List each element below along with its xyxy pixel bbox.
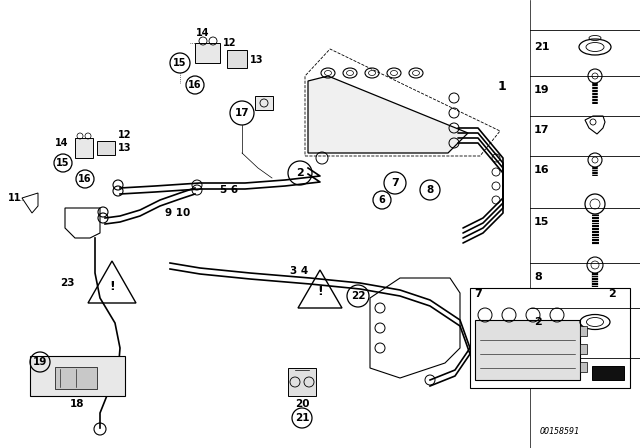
Text: 15: 15 (534, 217, 549, 227)
FancyBboxPatch shape (470, 288, 630, 388)
FancyBboxPatch shape (227, 50, 247, 68)
Text: 11: 11 (8, 193, 22, 203)
Text: 14: 14 (196, 28, 210, 38)
Text: 16: 16 (188, 80, 202, 90)
Text: 8: 8 (534, 272, 541, 282)
Text: 17: 17 (235, 108, 250, 118)
FancyBboxPatch shape (580, 344, 587, 354)
Polygon shape (308, 76, 468, 153)
Text: 23: 23 (60, 278, 74, 288)
Text: 14: 14 (55, 138, 68, 148)
Text: 13: 13 (250, 55, 264, 65)
FancyBboxPatch shape (580, 326, 587, 336)
Text: 19: 19 (534, 85, 550, 95)
Text: 7: 7 (391, 178, 399, 188)
FancyBboxPatch shape (30, 356, 125, 396)
Text: !: ! (317, 285, 323, 298)
Text: 2: 2 (608, 289, 616, 299)
FancyBboxPatch shape (75, 138, 93, 158)
Text: 8: 8 (426, 185, 434, 195)
Text: 18: 18 (70, 399, 84, 409)
Text: 21: 21 (295, 413, 309, 423)
FancyBboxPatch shape (592, 366, 624, 380)
Text: 3 4: 3 4 (290, 266, 308, 276)
Text: 15: 15 (56, 158, 70, 168)
FancyBboxPatch shape (255, 96, 273, 110)
Text: 19: 19 (33, 357, 47, 367)
Text: 6: 6 (379, 195, 385, 205)
Text: OO158591: OO158591 (540, 427, 580, 436)
Text: 9 10: 9 10 (165, 208, 190, 218)
Text: 16: 16 (78, 174, 92, 184)
Text: 22: 22 (351, 291, 365, 301)
FancyBboxPatch shape (580, 362, 587, 372)
FancyBboxPatch shape (195, 43, 220, 63)
FancyBboxPatch shape (55, 367, 97, 389)
Text: 13: 13 (118, 143, 131, 153)
Text: 5 6: 5 6 (220, 185, 238, 195)
Text: !: ! (109, 280, 115, 293)
Text: 17: 17 (534, 125, 550, 135)
FancyBboxPatch shape (288, 368, 316, 396)
Text: 7: 7 (474, 289, 482, 299)
FancyBboxPatch shape (475, 320, 580, 380)
Text: 1: 1 (498, 79, 507, 92)
Text: 16: 16 (534, 165, 550, 175)
Text: 20: 20 (295, 399, 309, 409)
Text: 21: 21 (534, 42, 550, 52)
Text: 2: 2 (296, 168, 304, 178)
FancyBboxPatch shape (97, 141, 115, 155)
Text: 12: 12 (223, 38, 237, 48)
Text: 12: 12 (118, 130, 131, 140)
Text: 2: 2 (534, 317, 541, 327)
Text: 15: 15 (173, 58, 187, 68)
